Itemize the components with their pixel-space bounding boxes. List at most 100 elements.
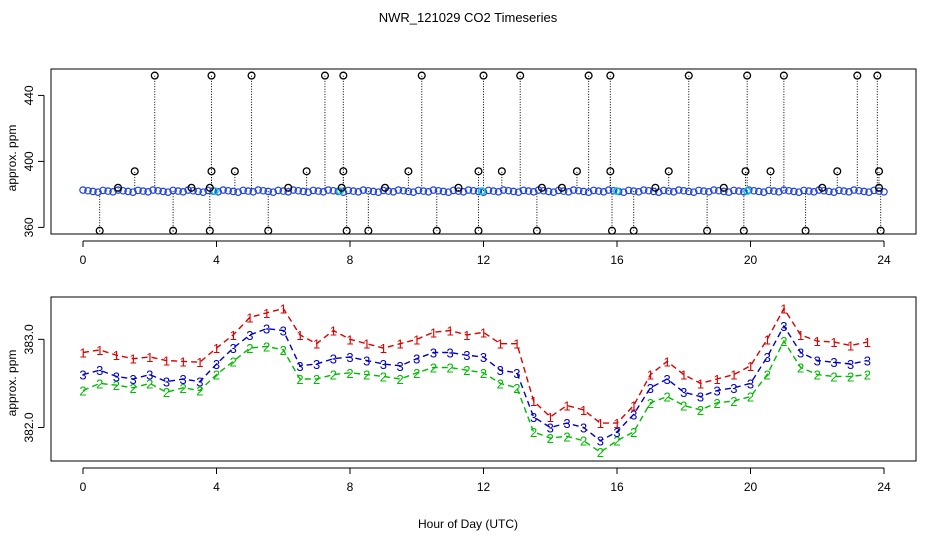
series-3-marker: 3 xyxy=(714,383,721,398)
bottom-series-lines xyxy=(82,307,868,454)
baseline-point xyxy=(549,188,558,196)
spike-high-point xyxy=(207,71,216,80)
series-1-marker: 1 xyxy=(797,328,804,343)
baseline-point xyxy=(875,187,883,195)
spike-near-point xyxy=(651,183,660,192)
series-2-marker: 2 xyxy=(146,376,153,391)
baseline-point xyxy=(164,188,172,196)
series-2-marker: 2 xyxy=(647,396,654,411)
spike-near-point xyxy=(818,183,827,192)
top-y-axis-label: approx. ppm xyxy=(5,125,19,192)
series-2-marker: 2 xyxy=(396,372,403,387)
series-1-marker: 1 xyxy=(547,410,554,425)
series-2-marker: 2 xyxy=(79,383,86,398)
baseline-point xyxy=(805,187,813,195)
series-2-marker: 2 xyxy=(830,369,837,384)
series-3-marker: 3 xyxy=(330,352,337,367)
series-1-marker: 1 xyxy=(346,332,353,347)
spike-low-point xyxy=(739,226,748,235)
baseline-point xyxy=(704,188,713,196)
baseline-point xyxy=(459,188,468,196)
baseline-point xyxy=(124,187,132,196)
baseline-point xyxy=(414,186,423,195)
spike-near-point xyxy=(337,183,346,192)
series-3-marker: 3 xyxy=(697,390,704,405)
series-2-marker: 2 xyxy=(129,381,136,396)
spike-mid-point xyxy=(130,167,139,176)
series-2-marker: 2 xyxy=(96,376,103,391)
baseline-point xyxy=(524,187,533,195)
baseline-point xyxy=(865,188,873,196)
baseline-point xyxy=(264,187,273,196)
spike-high-point xyxy=(417,71,426,80)
series-3-marker: 3 xyxy=(396,359,403,374)
series-1-marker: 1 xyxy=(680,368,687,383)
series-3-marker: 3 xyxy=(79,368,86,383)
series-3-marker: 3 xyxy=(847,357,854,372)
series-2-marker: 2 xyxy=(246,341,253,356)
spike-near-point xyxy=(537,183,546,192)
series-1-marker: 1 xyxy=(380,341,387,356)
series-1-marker: 1 xyxy=(497,337,504,352)
baseline-point xyxy=(109,188,117,196)
series-1-marker: 1 xyxy=(563,398,570,413)
series-1-marker: 1 xyxy=(430,325,437,340)
x-tick-label: 8 xyxy=(347,253,354,267)
baseline-point xyxy=(289,186,298,194)
baseline-point xyxy=(669,188,678,196)
series-3-marker: 3 xyxy=(830,355,837,370)
series-2-marker: 2 xyxy=(180,381,187,396)
series-2-marker: 2 xyxy=(447,361,454,376)
series-3-marker: 3 xyxy=(513,366,520,381)
baseline-point xyxy=(519,186,528,195)
series-3-marker: 3 xyxy=(730,381,737,396)
baseline-point xyxy=(324,186,333,194)
baseline-point xyxy=(419,187,428,195)
series-2-marker: 2 xyxy=(280,343,287,358)
series-1-marker: 1 xyxy=(413,332,420,347)
series-2-marker: 2 xyxy=(764,368,771,383)
spike-near-point xyxy=(874,183,884,192)
bottom-y-axis-label: approx. ppm xyxy=(5,350,19,417)
series-2-marker: 2 xyxy=(730,394,737,409)
spike-high-point xyxy=(684,71,693,80)
series-3-marker: 3 xyxy=(113,369,120,384)
baseline-point xyxy=(244,187,253,195)
series-3-marker: 3 xyxy=(196,375,203,390)
spike-low-point xyxy=(169,226,178,235)
top-y-axis: 360 400 440 xyxy=(22,85,45,237)
baseline-point xyxy=(134,186,142,195)
series-1-marker: 1 xyxy=(830,335,837,350)
series-2-marker: 2 xyxy=(797,361,804,376)
baseline-point xyxy=(199,188,207,196)
series-1-marker: 1 xyxy=(163,353,170,368)
series-3-marker: 3 xyxy=(580,420,587,435)
baseline-point xyxy=(725,188,733,196)
series-3-line xyxy=(82,324,868,442)
series-3-marker: 3 xyxy=(680,385,687,400)
series-2-marker: 2 xyxy=(747,390,754,405)
series-1-marker: 1 xyxy=(480,325,487,340)
spike-mid-point xyxy=(230,167,239,176)
baseline-point xyxy=(609,186,618,195)
baseline-point xyxy=(299,187,308,196)
baseline-point xyxy=(259,186,268,195)
spike-near-point xyxy=(205,183,214,192)
series-2-marker: 2 xyxy=(380,369,387,384)
baseline-point xyxy=(699,187,708,195)
series-2-marker: 2 xyxy=(230,354,237,369)
series-3-marker: 3 xyxy=(547,420,554,435)
baseline-point xyxy=(504,186,513,195)
series-3-marker: 3 xyxy=(96,363,103,378)
spike-low-point xyxy=(95,226,104,235)
x-tick-label: 4 xyxy=(213,253,220,267)
baseline-point xyxy=(780,186,788,194)
spike-low-point xyxy=(629,226,638,235)
series-3-marker: 3 xyxy=(413,352,420,367)
baseline-point xyxy=(845,188,853,196)
baseline-point xyxy=(154,186,162,195)
baseline-point xyxy=(840,187,848,195)
y-tick-label: 360 xyxy=(22,217,36,237)
spike-high-point xyxy=(247,71,256,80)
